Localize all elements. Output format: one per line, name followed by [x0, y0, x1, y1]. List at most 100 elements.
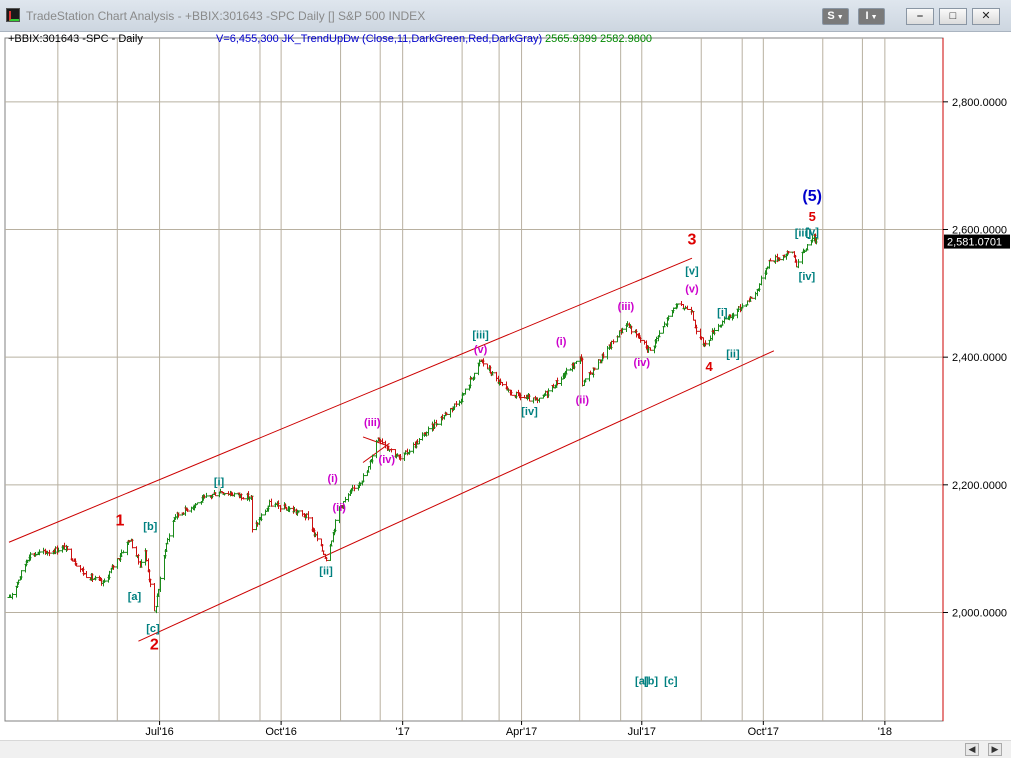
ohlc-bar	[685, 305, 690, 310]
wave-label: 4	[706, 359, 714, 374]
ohlc-bar	[805, 243, 810, 251]
ohlc-bar	[278, 505, 283, 512]
wave-label: [c]	[664, 675, 678, 687]
x-tick-label: Oct'17	[748, 726, 779, 738]
wave-label: [i]	[214, 476, 225, 488]
interval-link-button[interactable]: I ▼	[858, 8, 885, 25]
ohlc-bar	[703, 340, 708, 347]
ohlc-bar	[444, 412, 449, 416]
x-tick-label: Oct'16	[265, 726, 296, 738]
ohlc-bar	[222, 493, 227, 496]
ohlc-bar	[731, 312, 736, 319]
ohlc-bar	[204, 492, 209, 498]
ohlc-bar	[241, 497, 246, 500]
minimize-button[interactable]: ⎯	[906, 8, 934, 25]
y-tick-label: 2,400.0000	[952, 352, 1007, 364]
ohlc-bar	[518, 393, 523, 401]
ohlc-bar	[601, 352, 606, 359]
wave-label: (iii)	[364, 417, 381, 429]
ohlc-bar	[629, 325, 634, 335]
x-tick-label: Jul'16	[145, 726, 173, 738]
maximize-button[interactable]: □	[939, 8, 967, 25]
price-chart[interactable]: 12345(5)[a][b][c][i][ii][iii][iv][v][i][…	[0, 32, 1011, 740]
scroll-left-button[interactable]: ◀	[965, 743, 979, 756]
ohlc-bar	[796, 259, 801, 269]
price-bars	[7, 233, 819, 614]
ohlc-bar	[657, 330, 662, 338]
ohlc-bar	[352, 485, 357, 492]
y-tick-label: 2,600.0000	[952, 224, 1007, 236]
interval-link-label: I	[865, 10, 869, 22]
ohlc-bar	[435, 423, 440, 426]
wave-label: [ii]	[319, 566, 333, 578]
ohlc-bar	[84, 571, 89, 579]
wave-labels: 12345(5)[a][b][c][i][ii][iii][iv][v][i][…	[115, 188, 822, 687]
wave-label: (v)	[685, 284, 699, 296]
ohlc-bar	[139, 559, 144, 568]
ohlc-bar	[195, 502, 200, 505]
y-tick-label: 2,800.0000	[952, 97, 1007, 109]
ohlc-bar	[509, 389, 514, 396]
wave-label: (iii)	[618, 301, 635, 313]
ohlc-bar	[93, 575, 98, 581]
ohlc-bar	[463, 388, 468, 395]
ohlc-bar	[213, 492, 218, 497]
wave-label: 2	[150, 637, 159, 654]
ohlc-bar	[130, 538, 135, 549]
ohlc-bar	[10, 592, 15, 600]
chart-background	[0, 32, 1011, 740]
ohlc-bar	[232, 492, 237, 497]
wave-label: (iv)	[634, 357, 651, 369]
last-price-label: 2,581.0701	[947, 237, 1002, 249]
title-bar: TradeStation Chart Analysis - +BBIX:3016…	[0, 0, 1011, 32]
maximize-icon: □	[949, 10, 957, 22]
ohlc-bar	[712, 327, 717, 336]
ohlc-bar	[648, 347, 653, 351]
ohlc-bar	[250, 495, 255, 533]
wave-label: (5)	[802, 188, 822, 205]
ohlc-bar	[574, 360, 579, 364]
wave-label: [b]	[143, 521, 157, 533]
ohlc-bar	[759, 275, 764, 286]
x-tick-label: Jul'17	[628, 726, 656, 738]
ohlc-bar	[740, 303, 745, 309]
ohlc-bar	[65, 545, 70, 551]
ohlc-bar	[694, 324, 699, 335]
close-icon: ✕	[981, 10, 991, 22]
close-button[interactable]: ✕	[972, 8, 1000, 25]
ohlc-bar	[74, 562, 79, 567]
ohlc-bar	[287, 506, 292, 513]
ohlc-bar	[19, 570, 24, 580]
wave-label: (ii)	[576, 395, 590, 407]
chevron-right-icon: ▶	[991, 744, 999, 754]
ohlc-bar	[546, 388, 551, 398]
ohlc-bar	[620, 327, 625, 334]
wave-label: (v)	[474, 344, 488, 356]
ohlc-bar	[638, 336, 643, 343]
ohlc-bar	[56, 547, 61, 553]
x-tick-label: Apr'17	[506, 726, 537, 738]
ohlc-bar	[158, 576, 163, 593]
ohlc-bar	[306, 511, 311, 521]
wave-label: (iv)	[379, 454, 396, 466]
ohlc-bar	[102, 578, 107, 583]
ohlc-bar	[167, 533, 172, 542]
ohlc-bar	[111, 564, 116, 570]
symbol-link-button[interactable]: S ▼	[822, 8, 849, 25]
wave-label: (i)	[327, 473, 338, 485]
wave-label: [a]	[128, 591, 142, 603]
wave-label: [iii]	[472, 329, 489, 341]
wave-label: [b]	[644, 675, 658, 687]
chevron-down-icon: ▼	[836, 14, 844, 21]
window-title: TradeStation Chart Analysis - +BBIX:3016…	[26, 9, 426, 23]
scroll-right-button[interactable]: ▶	[988, 743, 1002, 756]
wave-label: [i]	[717, 307, 728, 319]
axes: 2,000.0000 2,200.0000 2,400.0000 2,600.0000…	[145, 97, 1010, 738]
grid-lines	[4, 37, 944, 722]
wave-label: 5	[809, 209, 816, 224]
ohlc-bar	[555, 377, 560, 386]
ohlc-bar	[583, 378, 588, 383]
ohlc-bar	[121, 550, 126, 554]
chevron-left-icon: ◀	[968, 744, 976, 754]
